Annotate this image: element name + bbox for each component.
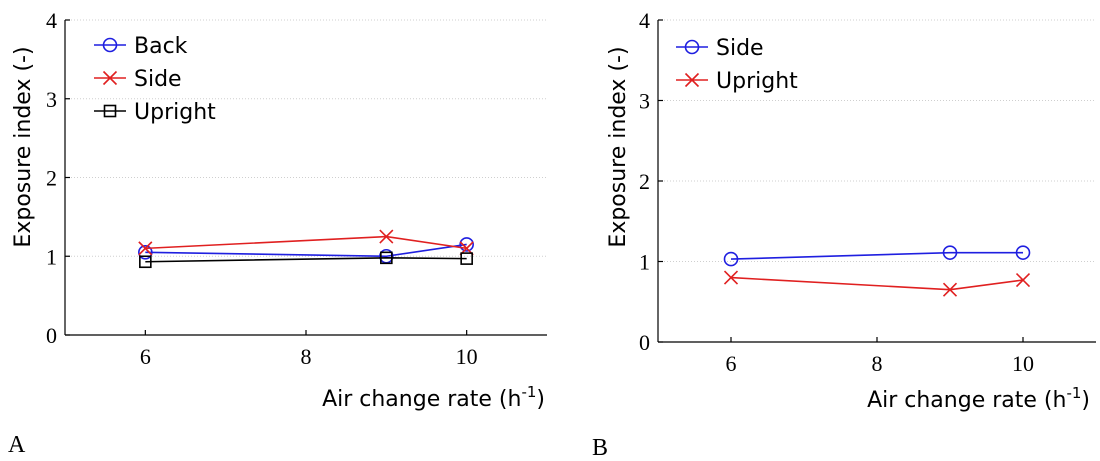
- legend-label: Side: [134, 67, 182, 92]
- legend-item: Upright: [676, 69, 798, 94]
- data-point: [379, 229, 394, 244]
- x-tick-label: 6: [726, 351, 737, 376]
- chart-panel-b: 0 1 2 3 4 6 8 10 Air change rate (h-1) Exposure i…: [592, 8, 1096, 461]
- y-tick-label: 1: [46, 244, 57, 269]
- x-tick-label: 10: [1012, 351, 1034, 376]
- legend-item: Side: [676, 36, 764, 61]
- series-line: [730, 276, 1024, 291]
- y-tick-label: 1: [639, 250, 650, 275]
- x-axis-label: Air change rate (h-1): [322, 383, 545, 412]
- legend-marker: [684, 72, 700, 88]
- series-line: [145, 235, 467, 250]
- data-point: [460, 252, 473, 265]
- legend-marker: [102, 37, 118, 53]
- series-side: [138, 229, 474, 256]
- data-point: [942, 245, 958, 260]
- x-tick-label: 6: [140, 344, 151, 369]
- data-point: [723, 251, 739, 267]
- y-tick-label: 2: [46, 166, 57, 191]
- y-tick-label: 3: [46, 87, 57, 112]
- y-tick-label: 2: [639, 169, 650, 194]
- data-point: [942, 282, 958, 297]
- legend: Side Upright: [676, 36, 798, 94]
- y-tick-label: 3: [639, 89, 650, 114]
- data-point: [138, 241, 153, 256]
- legend-item: Upright: [94, 100, 216, 125]
- legend-label: Upright: [716, 69, 798, 94]
- chart-panel-a: 0 1 2 3 4 6 8 10 Air change rate (h-1) Exposure i…: [8, 8, 547, 458]
- series-line: [730, 251, 1023, 260]
- legend-marker: [103, 104, 117, 118]
- y-tick-label: 0: [46, 323, 57, 348]
- panel-letter: A: [8, 432, 26, 458]
- legend: Back Side Upright: [94, 34, 216, 125]
- y-tick-label: 4: [639, 8, 650, 33]
- panel-letter: B: [592, 435, 608, 461]
- series-upright: [723, 270, 1031, 297]
- x-tick-label: 8: [872, 351, 883, 376]
- legend-label: Back: [134, 34, 188, 59]
- series-side: [723, 245, 1031, 267]
- x-tick-label: 10: [456, 344, 478, 369]
- data-point: [459, 237, 474, 252]
- data-point: [139, 255, 152, 269]
- data-point: [723, 270, 739, 285]
- data-point: [138, 245, 153, 260]
- x-tick-label: 8: [301, 344, 312, 369]
- y-axis-label: Exposure index (-): [606, 46, 631, 247]
- data-point: [1015, 245, 1031, 260]
- y-axis-label: Exposure index (-): [11, 46, 36, 247]
- y-tick-label: 4: [46, 8, 57, 33]
- x-axis-label: Air change rate (h-1): [867, 384, 1090, 413]
- legend-label: Upright: [134, 100, 216, 125]
- series-line: [145, 257, 467, 263]
- legend-item: Back: [94, 34, 188, 59]
- legend-label: Side: [716, 36, 764, 61]
- data-point: [1015, 272, 1031, 288]
- legend-marker: [684, 39, 700, 55]
- series-upright: [139, 251, 473, 269]
- y-tick-label: 0: [639, 330, 650, 355]
- data-point: [380, 251, 393, 265]
- series-line: [145, 243, 467, 258]
- legend-marker: [102, 70, 118, 86]
- legend-item: Side: [94, 67, 182, 92]
